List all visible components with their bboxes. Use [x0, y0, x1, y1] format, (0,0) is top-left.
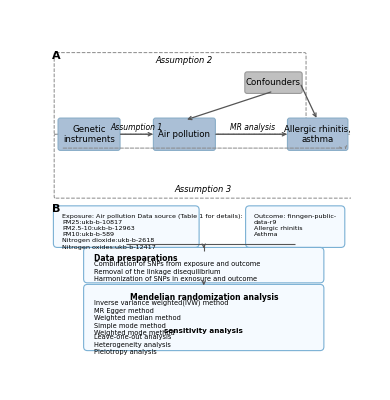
Text: Assumption 1: Assumption 1 [111, 123, 163, 132]
Text: Combination of SNPs from exposure and outcome
Removal of the linkage disequilibr: Combination of SNPs from exposure and ou… [94, 261, 260, 282]
Text: Genetic
instruments: Genetic instruments [63, 124, 115, 144]
FancyBboxPatch shape [53, 206, 199, 248]
Text: Exposure: Air pollution Data source (Table 1 for details):
PM25:ukb-b-10817
PM2.: Exposure: Air pollution Data source (Tab… [62, 214, 243, 250]
Text: Assumption 2: Assumption 2 [156, 56, 213, 66]
FancyBboxPatch shape [83, 248, 324, 283]
FancyBboxPatch shape [58, 118, 120, 150]
FancyBboxPatch shape [83, 284, 324, 351]
Text: A: A [52, 51, 60, 61]
Text: sensitivity analysis: sensitivity analysis [164, 328, 243, 334]
FancyBboxPatch shape [153, 118, 215, 150]
Text: MR analysis: MR analysis [230, 123, 275, 132]
Text: Air pollution: Air pollution [158, 130, 210, 139]
Text: Data presparations: Data presparations [94, 254, 177, 263]
FancyBboxPatch shape [245, 72, 302, 94]
FancyBboxPatch shape [287, 118, 348, 150]
Text: Mendelian randomization analysis: Mendelian randomization analysis [129, 293, 278, 302]
Text: Assumption 3: Assumption 3 [175, 185, 232, 194]
Text: B: B [52, 204, 60, 214]
Text: Allergic rhinitis,
asthma: Allergic rhinitis, asthma [284, 124, 351, 144]
FancyBboxPatch shape [246, 206, 345, 248]
Text: Leave-one-out analysis
Heterogeneity analysis
Pleiotropy analysis: Leave-one-out analysis Heterogeneity ana… [94, 334, 171, 356]
Text: Inverse variance weighted(IVW) method
MR Egger method
Weighted median method
Sim: Inverse variance weighted(IVW) method MR… [94, 300, 228, 336]
Text: Confounders: Confounders [246, 78, 301, 87]
Text: Outcome: finngen-public-
data-r9
Allergic rhinitis
Asthma: Outcome: finngen-public- data-r9 Allergi… [254, 214, 336, 237]
